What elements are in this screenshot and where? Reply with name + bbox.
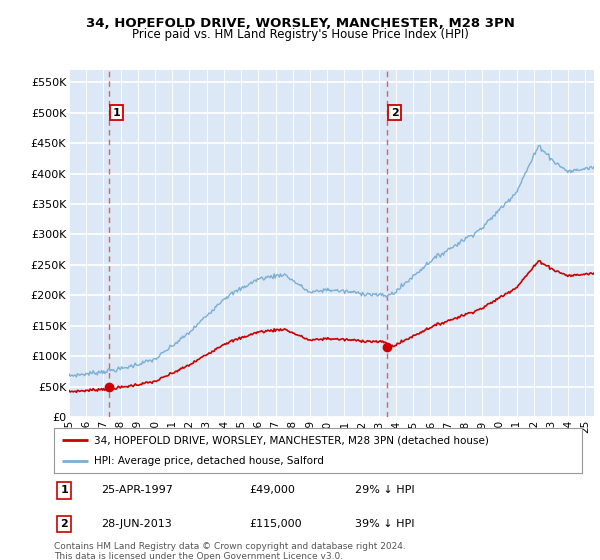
Text: 2: 2 — [391, 108, 398, 118]
Text: 34, HOPEFOLD DRIVE, WORSLEY, MANCHESTER, M28 3PN: 34, HOPEFOLD DRIVE, WORSLEY, MANCHESTER,… — [86, 17, 514, 30]
Text: Price paid vs. HM Land Registry's House Price Index (HPI): Price paid vs. HM Land Registry's House … — [131, 28, 469, 41]
Text: 1: 1 — [61, 486, 68, 496]
Text: £115,000: £115,000 — [250, 519, 302, 529]
Text: 29% ↓ HPI: 29% ↓ HPI — [355, 486, 415, 496]
Text: £49,000: £49,000 — [250, 486, 295, 496]
Text: 39% ↓ HPI: 39% ↓ HPI — [355, 519, 415, 529]
Text: 2: 2 — [61, 519, 68, 529]
Text: HPI: Average price, detached house, Salford: HPI: Average price, detached house, Salf… — [94, 456, 323, 466]
Text: Contains HM Land Registry data © Crown copyright and database right 2024.
This d: Contains HM Land Registry data © Crown c… — [54, 542, 406, 560]
Text: 34, HOPEFOLD DRIVE, WORSLEY, MANCHESTER, M28 3PN (detached house): 34, HOPEFOLD DRIVE, WORSLEY, MANCHESTER,… — [94, 436, 488, 446]
Text: 28-JUN-2013: 28-JUN-2013 — [101, 519, 172, 529]
Text: 1: 1 — [112, 108, 120, 118]
Text: 25-APR-1997: 25-APR-1997 — [101, 486, 173, 496]
